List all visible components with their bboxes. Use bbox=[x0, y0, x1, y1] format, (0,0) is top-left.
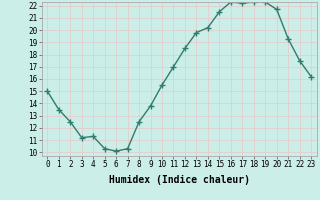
X-axis label: Humidex (Indice chaleur): Humidex (Indice chaleur) bbox=[109, 175, 250, 185]
